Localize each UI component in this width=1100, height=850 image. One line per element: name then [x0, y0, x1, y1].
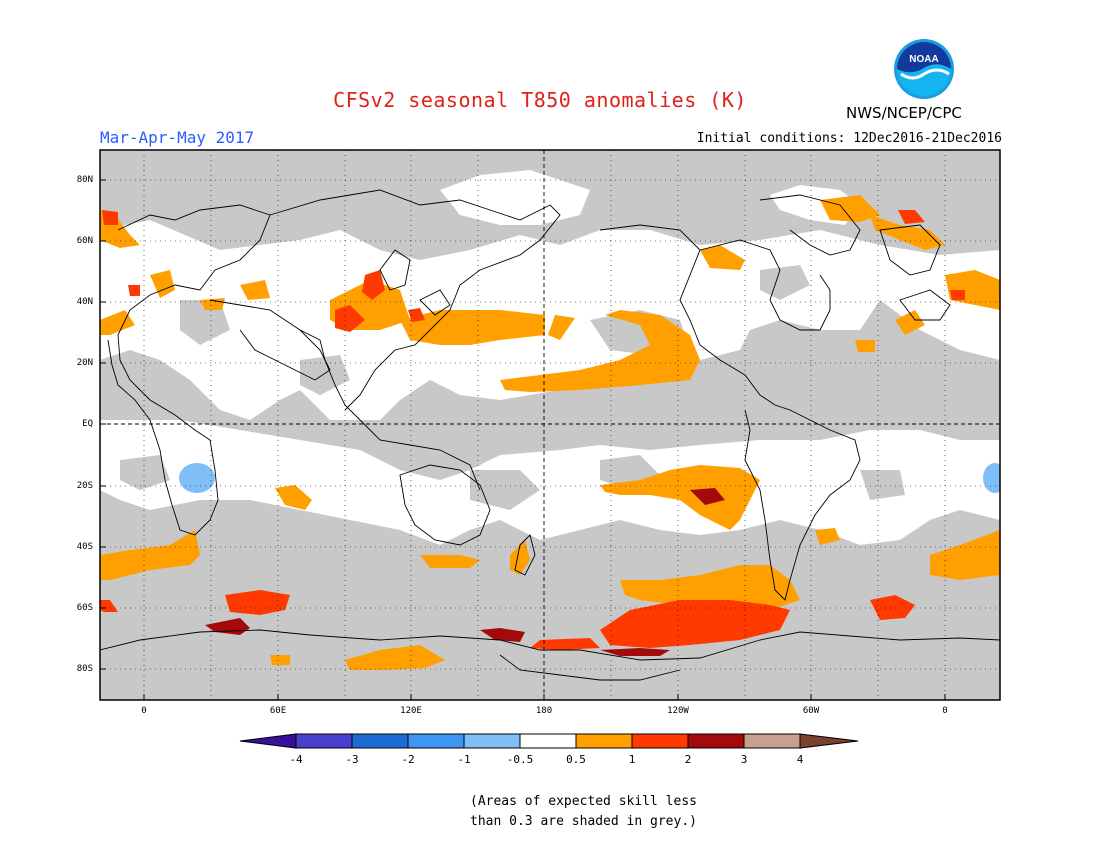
- lat-label: 20N: [76, 358, 93, 368]
- colorbar-label: 2: [684, 753, 692, 766]
- colorbar-swatch: [295, 733, 353, 749]
- colorbar-swatch: [463, 733, 521, 749]
- colorbar-swatch: [743, 733, 801, 749]
- colorbar-swatch: [519, 733, 577, 749]
- lon-label: 60W: [802, 706, 820, 716]
- tick-marks: [100, 179, 946, 700]
- initial-conditions: Initial conditions: 12Dec2016-21Dec2016: [696, 131, 1002, 146]
- map-frame: [99, 149, 1001, 701]
- grid-lines: [100, 150, 1000, 700]
- colorbar-swatch: [351, 733, 409, 749]
- lon-label: 120E: [400, 706, 422, 716]
- grey-low-skill-area: [100, 150, 1000, 700]
- lat-label: EQ: [82, 419, 93, 429]
- skill-note-line: than 0.3 are shaded in grey.): [470, 814, 697, 829]
- colorbar-label: -2: [401, 753, 415, 766]
- colorbar-swatch: [575, 733, 633, 749]
- lat-label: 80S: [76, 664, 93, 674]
- lat-label: 60N: [76, 236, 93, 246]
- colorbar-lower-arrow: [239, 733, 297, 749]
- colorbar-swatch: [631, 733, 689, 749]
- forecast-period: Mar-Apr-May 2017: [100, 128, 255, 147]
- lon-label: 180: [535, 706, 553, 716]
- agency-label: NWS/NCEP/CPC: [846, 104, 962, 122]
- colorbar-label: 4: [796, 753, 804, 766]
- svg-text:NOAA: NOAA: [909, 54, 938, 65]
- colorbar-upper-arrow: [799, 733, 859, 749]
- colorbar-label: 3: [740, 753, 748, 766]
- colorbar-label: 0.5: [566, 753, 586, 766]
- colorbar-label: -4: [289, 753, 303, 766]
- colorbar-swatch: [687, 733, 745, 749]
- skill-note: (Areas of expected skill less than 0.3 a…: [470, 792, 730, 832]
- skill-note-line: (Areas of expected skill less: [470, 794, 697, 809]
- red-anomaly-regions: [100, 210, 965, 650]
- colorbar-label: -3: [345, 753, 359, 766]
- lat-label: 20S: [76, 481, 93, 491]
- map-title: CFSv2 seasonal T850 anomalies (K): [333, 88, 747, 112]
- noaa-logo: NOAA: [894, 39, 954, 99]
- lon-label: 120W: [667, 706, 689, 716]
- colorbar-swatch: [407, 733, 465, 749]
- lat-label: 40S: [76, 542, 93, 552]
- lon-label: 60E: [269, 706, 287, 716]
- lat-label: 40N: [76, 297, 93, 307]
- lightblue-anomaly-regions: [179, 463, 1000, 493]
- orange-anomaly-regions: [100, 195, 1000, 670]
- lon-label: 0: [141, 706, 147, 716]
- reference-lines: [100, 150, 1000, 700]
- lat-label: 60S: [76, 603, 93, 613]
- colorbar-label: -1: [457, 753, 471, 766]
- lon-label: 0: [942, 706, 948, 716]
- lat-label: 80N: [76, 175, 93, 185]
- colorbar-label: -0.5: [506, 753, 534, 766]
- colorbar: [239, 733, 859, 749]
- coastlines: [100, 189, 1000, 681]
- darkred-anomaly-regions: [205, 488, 725, 656]
- colorbar-label: 1: [628, 753, 636, 766]
